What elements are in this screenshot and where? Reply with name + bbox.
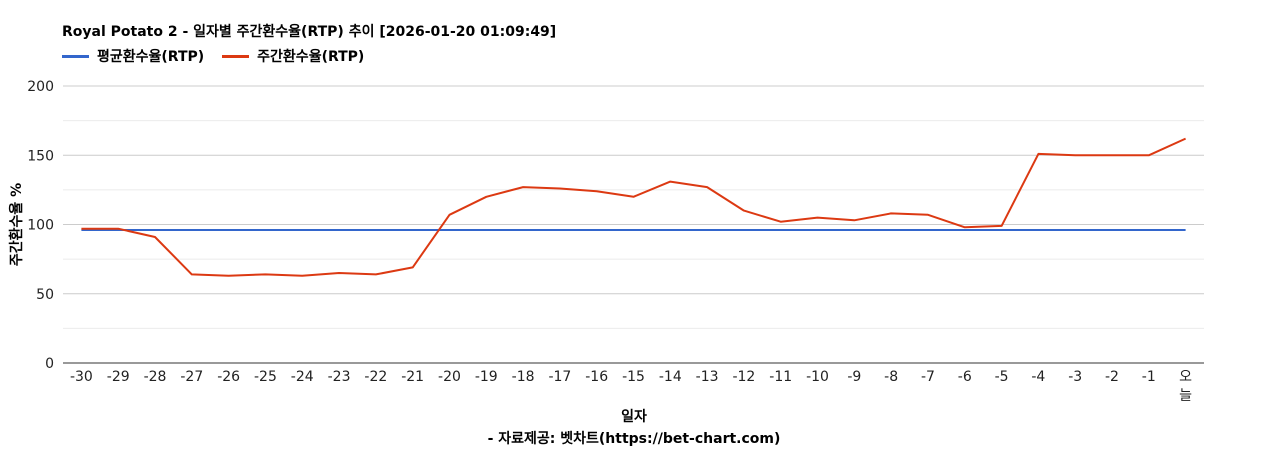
x-tick-label: 오 <box>1179 369 1192 385</box>
y-tick-label: 100 <box>27 218 54 234</box>
x-tick-label: -21 <box>401 369 424 385</box>
legend: 평균환수율(RTP) 주간환수율(RTP) <box>62 46 382 66</box>
x-tick-label: -7 <box>921 369 935 385</box>
x-tick-label: -25 <box>254 369 277 385</box>
chart-title: Royal Potato 2 - 일자별 주간환수율(RTP) 추이 [2026… <box>62 24 557 40</box>
x-tick-label: -30 <box>70 369 93 385</box>
legend-swatch-weekly <box>222 54 250 58</box>
x-tick-label: -20 <box>438 369 461 385</box>
source-credit: - 자료제공: 벳차트(https://bet-chart.com) <box>487 431 781 447</box>
x-tick-label: -22 <box>364 369 387 385</box>
x-tick-label: -12 <box>732 369 755 385</box>
x-axis-title: 일자 <box>621 409 647 425</box>
x-tick-label: -14 <box>659 369 682 385</box>
legend-item-average[interactable]: 평균환수율(RTP) <box>62 46 204 66</box>
x-tick-label: -11 <box>769 369 792 385</box>
x-tick-label: -15 <box>622 369 645 385</box>
legend-label-weekly: 주간환수율(RTP) <box>257 49 365 65</box>
x-tick-label: -27 <box>180 369 203 385</box>
x-tick-label: -28 <box>144 369 167 385</box>
y-tick-label: 50 <box>36 287 54 303</box>
x-tick-label: -26 <box>217 369 240 385</box>
x-tick-label: -6 <box>958 369 972 385</box>
x-tick-label: -24 <box>291 369 314 385</box>
x-tick-label: -13 <box>696 369 719 385</box>
x-tick-label: -16 <box>585 369 608 385</box>
weekly-rtp-line <box>81 137 1187 277</box>
y-tick-label: 0 <box>45 356 54 372</box>
x-tick-label: -8 <box>884 369 898 385</box>
x-tick-label: -10 <box>806 369 829 385</box>
x-tick-label: -4 <box>1031 369 1045 385</box>
x-tick-label: -1 <box>1142 369 1156 385</box>
x-tick-label: -19 <box>475 369 498 385</box>
y-axis-title: 주간환수율 % <box>8 183 25 266</box>
x-tick-label: -18 <box>512 369 535 385</box>
y-tick-label: 200 <box>27 79 54 95</box>
y-tick-label: 150 <box>27 148 54 164</box>
legend-label-average: 평균환수율(RTP) <box>97 49 205 65</box>
x-tick-label: -3 <box>1068 369 1082 385</box>
x-tick-label: -9 <box>847 369 861 385</box>
legend-item-weekly[interactable]: 주간환수율(RTP) <box>222 46 364 66</box>
x-tick-label: -2 <box>1105 369 1119 385</box>
x-tick-label: -17 <box>548 369 571 385</box>
x-tick-label: -29 <box>107 369 130 385</box>
x-tick-label: 늘 <box>1179 388 1192 404</box>
x-tick-label: -5 <box>995 369 1009 385</box>
legend-swatch-average <box>62 54 89 58</box>
x-tick-label: -23 <box>328 369 351 385</box>
